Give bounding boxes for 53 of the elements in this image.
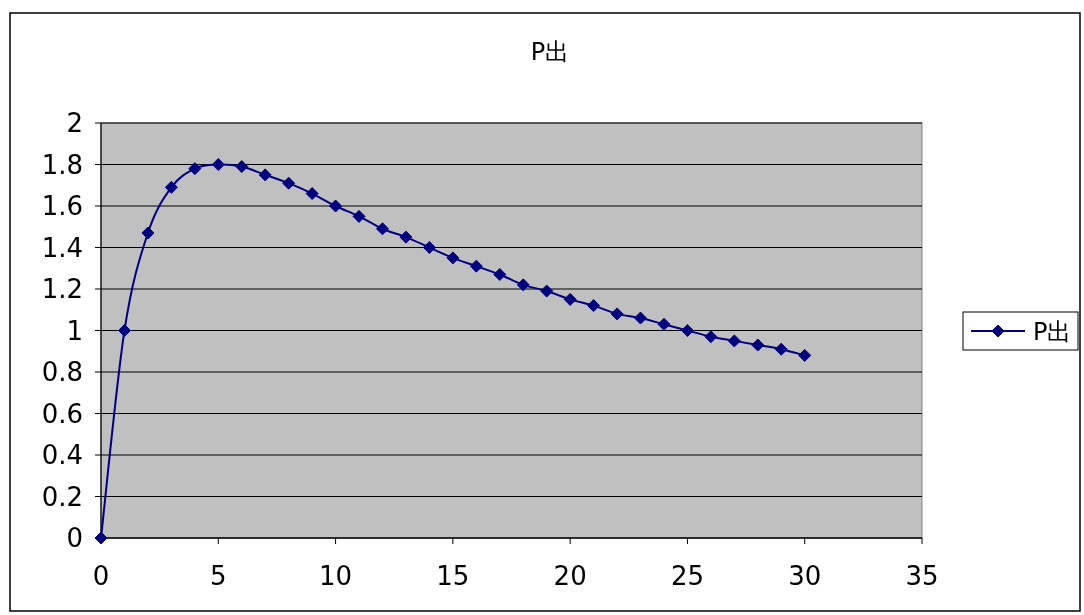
y-tick-label: 1.4	[41, 232, 83, 263]
point	[305, 187, 319, 201]
point	[610, 307, 624, 321]
point	[164, 180, 178, 194]
point	[422, 241, 436, 254]
point	[704, 330, 718, 344]
point	[516, 278, 530, 292]
y-tick-label: 0	[66, 523, 83, 553]
chart-title: P出	[530, 38, 570, 66]
point	[774, 342, 788, 356]
point	[141, 226, 155, 240]
point	[798, 348, 812, 362]
x-tick-label: 0	[92, 561, 110, 591]
point	[282, 176, 296, 190]
y-tick-label: 2	[66, 108, 83, 138]
point	[117, 324, 131, 337]
point	[375, 222, 389, 236]
x-tick-label: 5	[210, 561, 227, 591]
point	[329, 199, 343, 213]
point	[657, 317, 671, 331]
x-tick-label: 35	[905, 561, 939, 591]
y-tick-label: 0.6	[41, 398, 83, 429]
y-tick-label: 0.2	[41, 481, 83, 512]
legend-label: P出	[1033, 318, 1072, 346]
point	[727, 334, 741, 348]
y-tick-label: 1.2	[41, 274, 83, 304]
point	[563, 292, 577, 306]
point	[235, 160, 249, 174]
point	[493, 267, 507, 281]
point	[94, 531, 108, 545]
point	[587, 299, 601, 313]
point	[634, 311, 648, 325]
point	[352, 209, 366, 223]
point	[680, 324, 694, 337]
point	[399, 230, 413, 244]
point	[446, 251, 460, 265]
y-tick-label: 1.6	[41, 191, 83, 221]
y-tick-label: 0.8	[41, 357, 83, 387]
y-tick-label: 0.4	[41, 440, 83, 470]
point	[469, 259, 483, 273]
legend: P出	[962, 311, 1079, 351]
point	[540, 284, 554, 298]
point	[751, 338, 765, 352]
y-tick-label: 1.8	[41, 149, 83, 180]
x-tick-label: 10	[319, 561, 353, 591]
point	[188, 162, 202, 176]
point	[211, 158, 225, 171]
point	[258, 168, 272, 182]
y-tick-label: 1	[66, 315, 83, 346]
x-tick-label: 20	[553, 561, 587, 591]
x-tick-label: 30	[788, 561, 822, 591]
x-tick-label: 15	[436, 561, 470, 591]
x-tick-label: 25	[670, 561, 704, 591]
